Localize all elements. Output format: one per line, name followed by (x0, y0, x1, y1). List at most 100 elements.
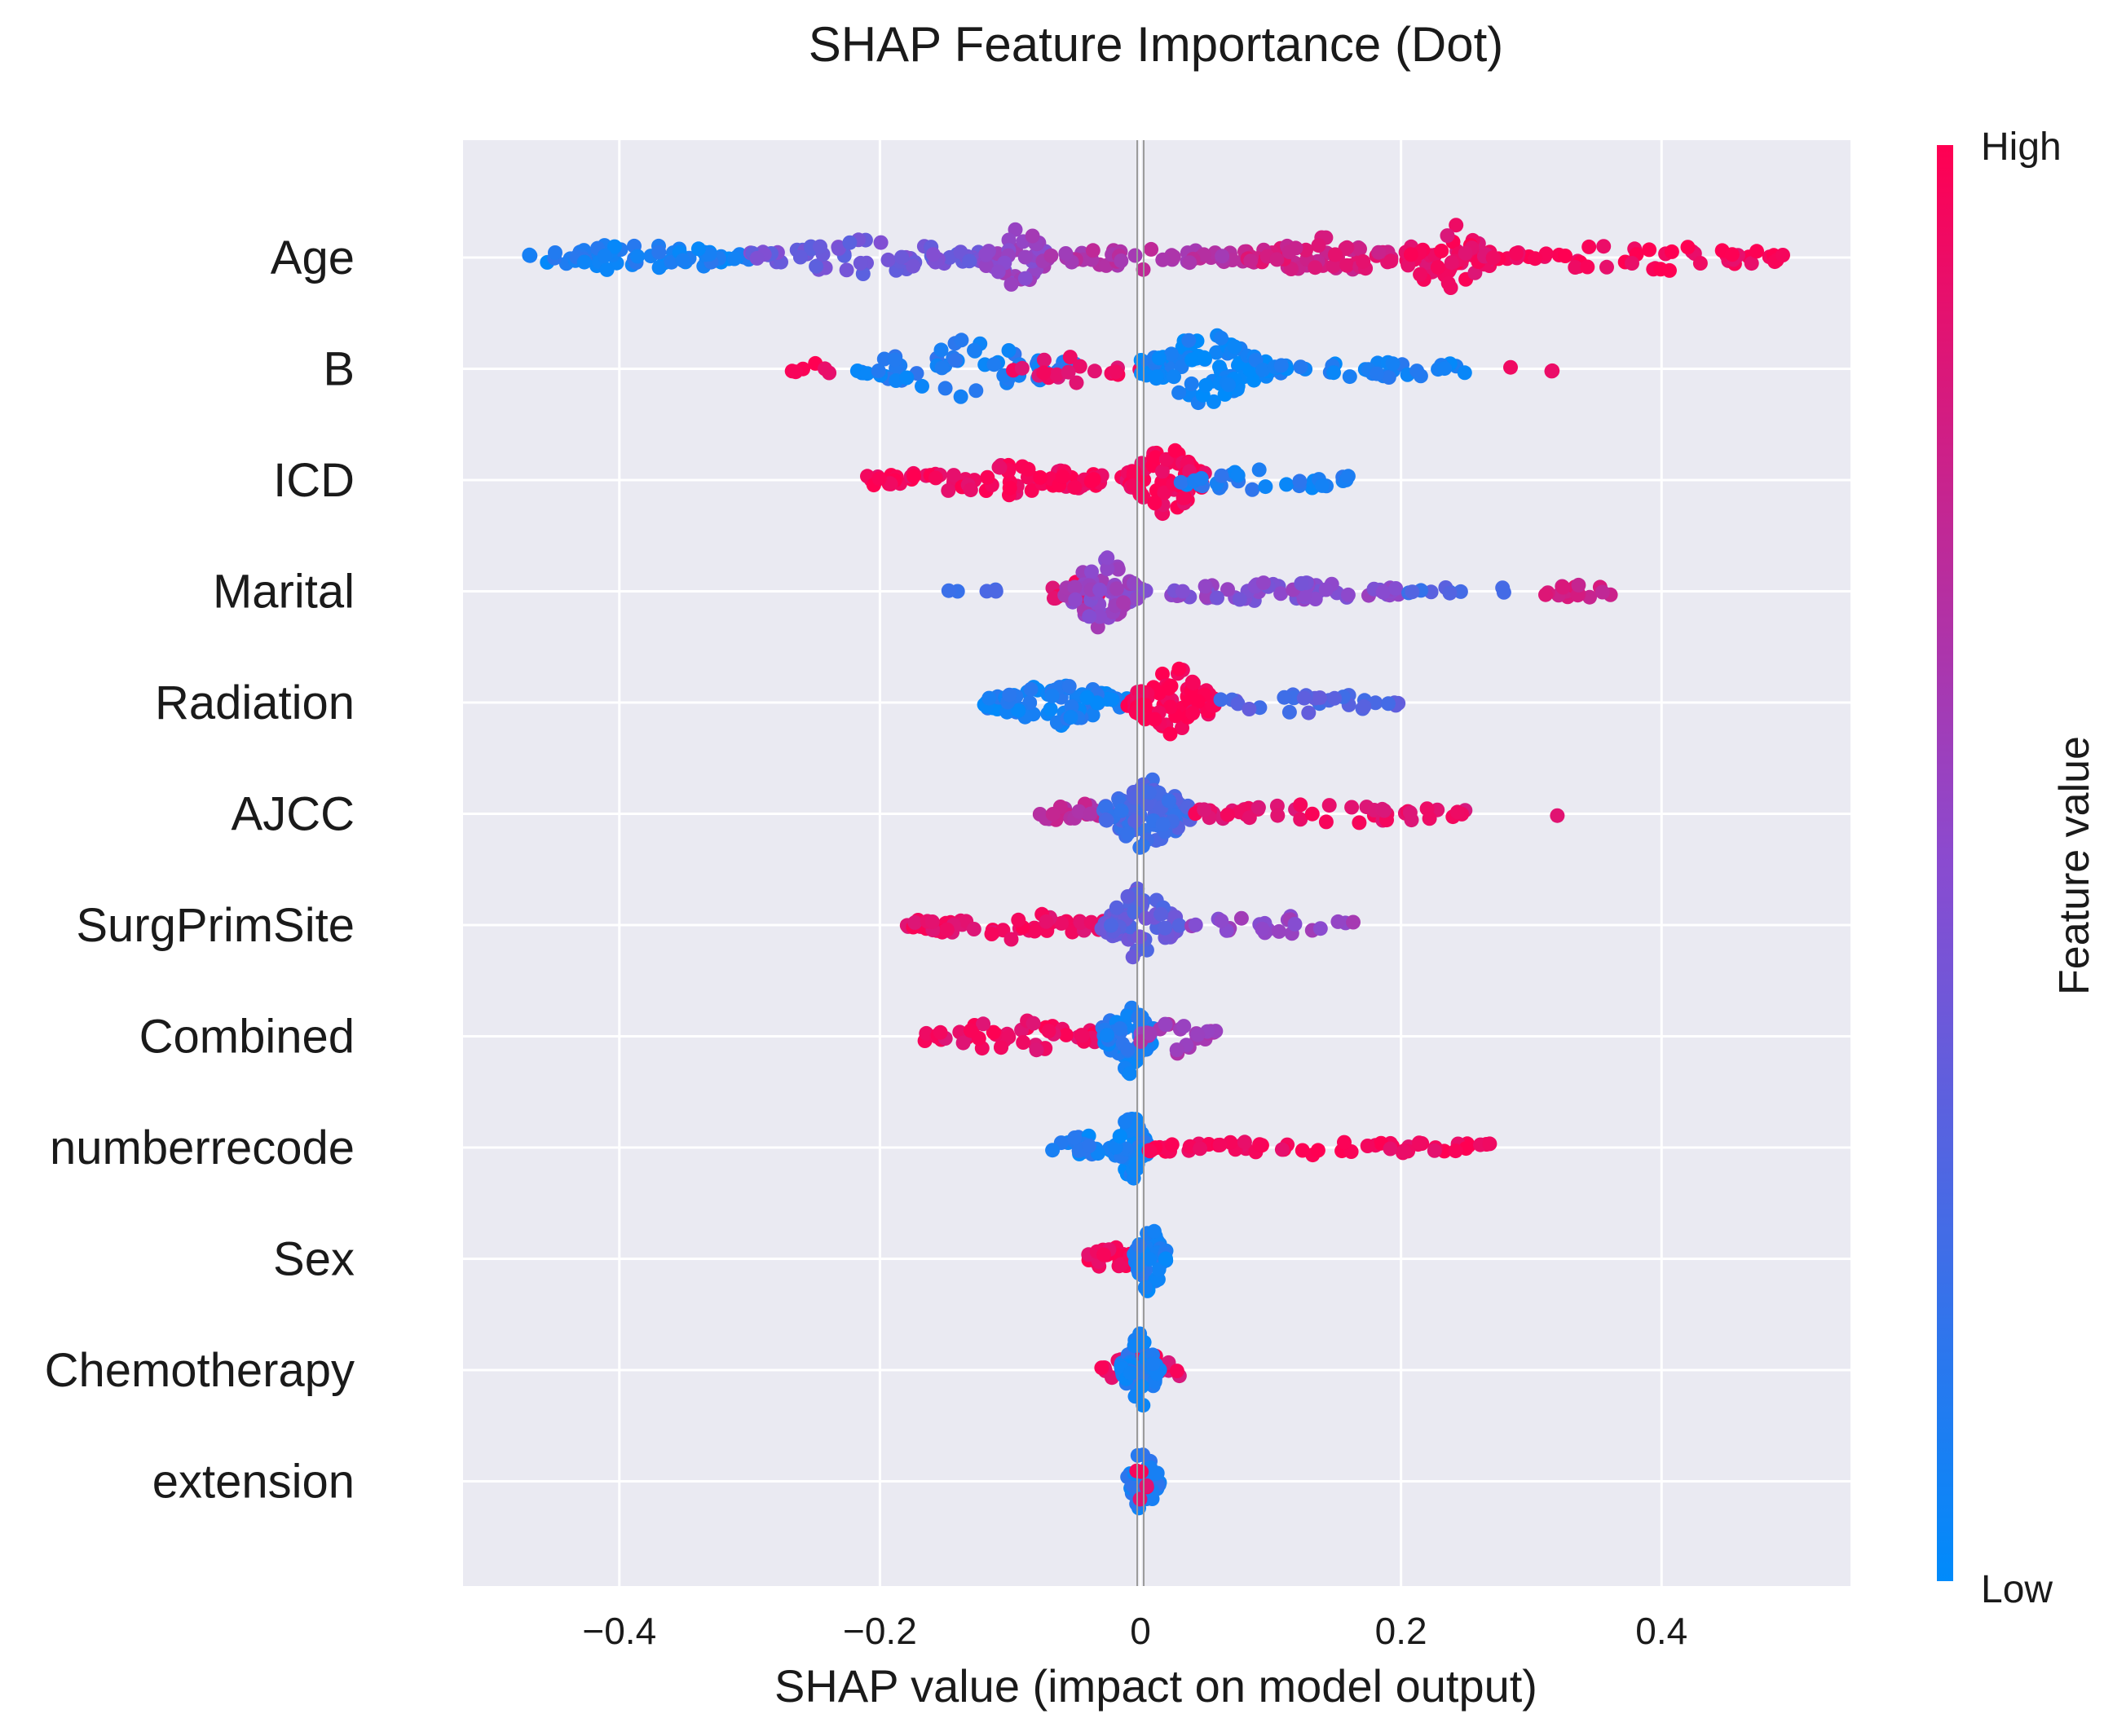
shap-point (955, 1035, 971, 1051)
shap-point (1021, 461, 1036, 477)
shap-point (1079, 690, 1095, 705)
shap-point (1599, 259, 1614, 275)
shap-point (953, 389, 968, 404)
shap-point (1127, 790, 1143, 805)
shap-point (981, 690, 997, 706)
shap-point (1181, 333, 1197, 348)
shap-point (1273, 358, 1289, 373)
shap-point (1352, 815, 1367, 831)
shap-point (1482, 1136, 1497, 1152)
shap-point (1220, 807, 1235, 822)
shap-point (1087, 364, 1102, 379)
shap-point (1568, 260, 1583, 275)
shap-point (1094, 1360, 1109, 1376)
shap-point (1252, 1137, 1268, 1152)
shap-point (934, 360, 950, 376)
shap-point (1256, 575, 1271, 591)
shap-point (1381, 370, 1396, 385)
shap-point (986, 1024, 1001, 1040)
shap-point (1138, 910, 1153, 926)
shap-point (1188, 917, 1203, 932)
shap-point (1074, 1028, 1090, 1043)
colorbar-high-label: High (1981, 126, 2062, 169)
shap-point (1215, 249, 1230, 264)
shap-point (906, 258, 921, 274)
shap-point (792, 249, 808, 265)
shap-point (1171, 385, 1187, 400)
shap-point (1100, 562, 1115, 576)
colorbar-title: Feature value (2051, 736, 2098, 995)
shap-point (1318, 582, 1334, 597)
shap-point (1368, 695, 1383, 711)
shap-point (1147, 712, 1162, 727)
shap-point (1485, 250, 1501, 266)
shap-point (1132, 1491, 1148, 1507)
shap-point (1344, 800, 1360, 815)
shap-point (1293, 812, 1308, 827)
shap-point (1692, 256, 1708, 271)
shap-point (1135, 839, 1150, 853)
shap-point (1138, 583, 1153, 598)
x-tick-label: −0.4 (582, 1610, 656, 1652)
shap-point (984, 927, 999, 941)
shap-point (1377, 803, 1392, 818)
shap-point (1039, 914, 1054, 929)
shap-point (1026, 1016, 1041, 1031)
shap-point (1272, 923, 1286, 939)
shap-point (1555, 579, 1571, 595)
shap-point (1161, 793, 1176, 809)
feature-label: Sex (273, 1233, 355, 1286)
shap-point (1045, 807, 1061, 822)
shap-point (873, 235, 889, 250)
shap-point (1295, 1143, 1310, 1158)
shap-point (1437, 361, 1453, 377)
shap-point (1664, 244, 1679, 259)
shap-point (1250, 800, 1266, 815)
shap-point (1405, 584, 1420, 600)
shap-point (664, 254, 679, 270)
shap-point (1067, 579, 1083, 595)
shap-point (1281, 704, 1297, 720)
shap-point (1067, 1130, 1083, 1145)
shap-point (1182, 255, 1198, 271)
shap-point (1453, 584, 1468, 599)
shap-point (1230, 468, 1246, 483)
shap-point (1193, 471, 1209, 486)
shap-point (1255, 362, 1270, 377)
shap-point (606, 239, 622, 254)
shap-point (859, 366, 875, 381)
shap-point (1369, 366, 1384, 381)
shap-point (1127, 1338, 1142, 1354)
shap-point (1538, 246, 1554, 262)
shap-point (1449, 218, 1464, 233)
shap-point (907, 914, 923, 930)
shap-point (1209, 345, 1224, 360)
shap-point (1308, 260, 1323, 275)
shap-point (1356, 253, 1371, 269)
shap-point (1036, 365, 1052, 381)
shap-point (1069, 375, 1084, 390)
shap-point (1108, 364, 1123, 380)
shap-point (1142, 1143, 1158, 1159)
shap-point (788, 364, 804, 380)
shap-point (1311, 238, 1326, 253)
shap-point (1001, 343, 1017, 358)
shap-point (1169, 1364, 1184, 1379)
shap-point (1167, 369, 1181, 385)
shap-point (1220, 582, 1235, 597)
shap-point (1167, 443, 1183, 458)
shap-point (1255, 921, 1270, 936)
shap-point (1580, 259, 1595, 275)
shap-point (1458, 245, 1473, 261)
shap-point (1356, 698, 1372, 714)
shap-point (1109, 581, 1124, 597)
shap-point (1413, 267, 1428, 282)
shap-point (1113, 1021, 1127, 1036)
shap-point (1312, 690, 1328, 706)
shap-point (1443, 280, 1458, 295)
shap-point (887, 352, 902, 368)
shap-point (1071, 804, 1087, 819)
shap-point (1214, 330, 1228, 346)
shap-point (1325, 258, 1341, 274)
shap-point (1430, 260, 1445, 275)
